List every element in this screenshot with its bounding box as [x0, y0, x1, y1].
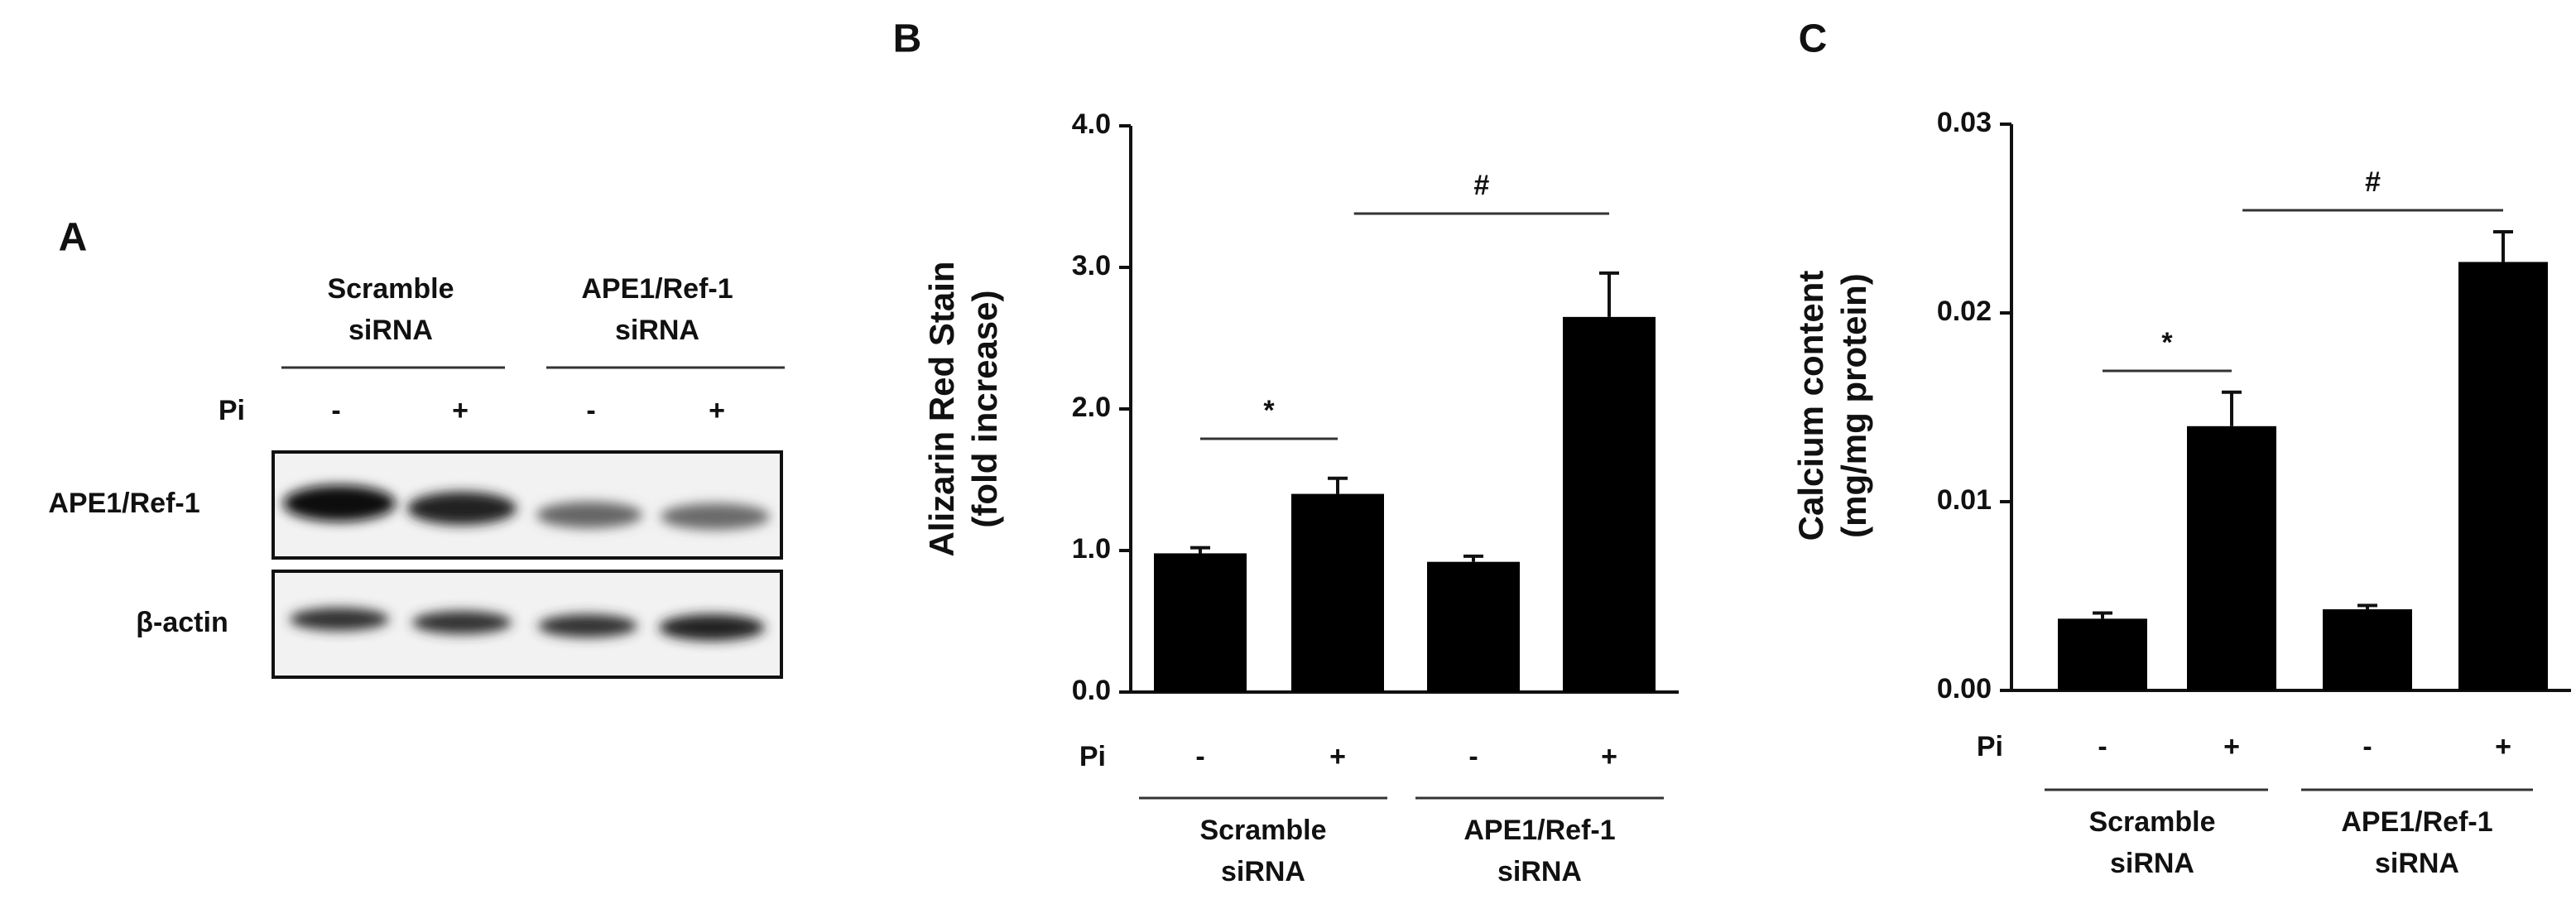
significance-mark: # — [1473, 170, 1489, 201]
category-label: - — [2362, 731, 2372, 762]
significance-mark: * — [2161, 327, 2173, 358]
y-tick-label: 3.0 — [1072, 250, 1111, 281]
band — [661, 503, 770, 530]
protein-label: APE1/Ref-1 — [48, 488, 199, 519]
bar — [1427, 561, 1520, 692]
pi-label: Pi — [219, 395, 245, 426]
panel-label: C — [1799, 17, 1828, 61]
category-label: + — [1329, 741, 1346, 772]
bar — [1563, 316, 1656, 692]
y-axis-label-box: Calcium content (mg/mg protein) — [1793, 270, 1875, 541]
group-label: Scramble siRNA — [2088, 806, 2216, 879]
group-label: Scramble siRNA — [327, 273, 454, 346]
pi-sign: + — [709, 395, 725, 426]
bar — [1291, 493, 1384, 692]
y-tick-label: 0.02 — [1937, 296, 1992, 327]
pi-sign: - — [586, 395, 595, 426]
category-label: - — [2098, 731, 2107, 762]
y-tick-label: 4.0 — [1072, 108, 1111, 140]
group-label: APE1/Ref-1 siRNA — [2341, 806, 2493, 879]
pi-sign: + — [452, 395, 469, 426]
significance-mark: * — [1263, 395, 1275, 426]
y-tick-label: 2.0 — [1072, 392, 1111, 423]
category-label: - — [1195, 741, 1204, 772]
y-tick-label: 0.00 — [1937, 673, 1992, 704]
y-tick-label: 0.0 — [1072, 675, 1111, 706]
category-label: + — [2495, 731, 2511, 762]
band — [412, 611, 512, 634]
bar — [2323, 608, 2412, 690]
significance-mark: # — [2365, 166, 2381, 198]
group-label-box: Scramble siRNA — [327, 273, 454, 346]
y-tick-label: 1.0 — [1072, 533, 1111, 565]
group-label-box: APE1/Ref-1 siRNA — [2341, 806, 2493, 879]
protein-label: β-actin — [136, 607, 228, 638]
band — [283, 485, 396, 522]
band — [407, 492, 517, 525]
group-label-box: Scramble siRNA — [1199, 815, 1327, 887]
pi-sign: - — [331, 395, 340, 426]
bar — [2187, 426, 2276, 690]
group-label: APE1/Ref-1 siRNA — [1463, 815, 1616, 887]
group-label-box: APE1/Ref-1 siRNA — [1463, 815, 1616, 887]
y-axis-label: Calcium content (mg/mg protein) — [1793, 270, 1875, 541]
panel-label: B — [893, 17, 922, 61]
category-label: + — [1601, 741, 1617, 772]
category-label: - — [1468, 741, 1478, 772]
bar — [1154, 553, 1247, 692]
group-label-box: Scramble siRNA — [2088, 806, 2216, 879]
band — [290, 608, 389, 631]
band — [659, 614, 765, 641]
bar — [2458, 262, 2548, 690]
bar — [2058, 618, 2147, 690]
band — [538, 614, 637, 637]
group-label: APE1/Ref-1 siRNA — [581, 273, 733, 346]
bands — [283, 485, 770, 641]
band — [536, 502, 642, 528]
category-label: + — [2223, 731, 2240, 762]
y-axis-label-box: Alizarin Red Stain (fold increase) — [924, 261, 1006, 557]
category-title: Pi — [1977, 731, 2003, 762]
y-axis-label: Alizarin Red Stain (fold increase) — [924, 261, 1006, 557]
group-label: Scramble siRNA — [1199, 815, 1327, 887]
y-tick-label: 0.03 — [1937, 107, 1992, 138]
group-label-box: APE1/Ref-1 siRNA — [581, 273, 733, 346]
category-title: Pi — [1079, 741, 1106, 772]
panel-label: A — [59, 216, 88, 260]
y-tick-label: 0.01 — [1937, 484, 1992, 516]
